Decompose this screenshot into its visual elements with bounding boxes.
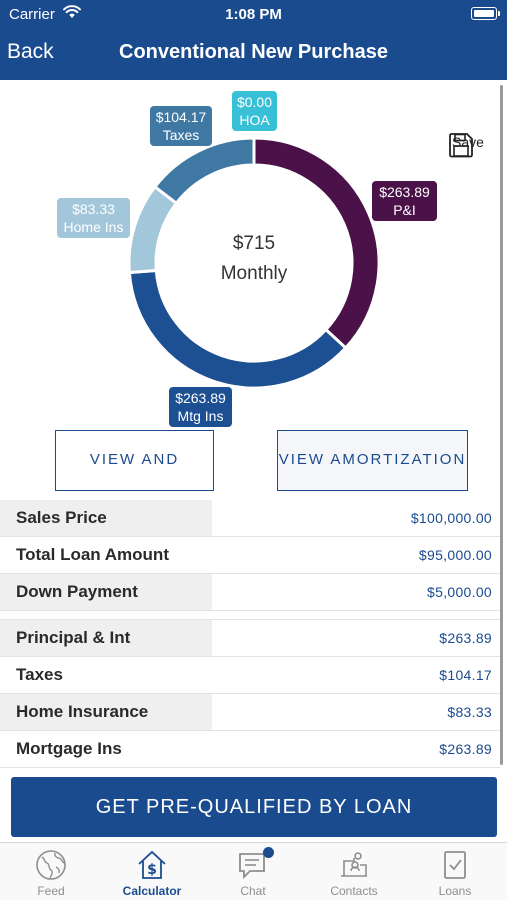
row-value: $263.89 bbox=[439, 741, 492, 757]
floppy-disk-icon bbox=[449, 133, 473, 158]
table-row: Principal & Int $263.89 bbox=[0, 620, 500, 657]
tab-label: Chat bbox=[240, 884, 266, 898]
donut-segment-taxes bbox=[152, 136, 256, 206]
row-label: Mortgage Ins bbox=[0, 731, 212, 767]
table-row: Home Insurance $83.33 bbox=[0, 694, 500, 731]
back-button[interactable]: Back bbox=[7, 40, 54, 63]
tab-calculator[interactable]: $ Calculator bbox=[112, 847, 192, 898]
dollar-house-icon: $ bbox=[138, 850, 166, 879]
row-value: $263.89 bbox=[439, 630, 492, 646]
tab-label: Calculator bbox=[122, 884, 182, 898]
taxes-chart-name: Taxes bbox=[162, 127, 200, 143]
pi-chart-amount: $263.89 bbox=[379, 184, 430, 200]
mtg-ins-chart-name: Mtg Ins bbox=[177, 408, 224, 424]
tab-label: Feed bbox=[37, 884, 65, 898]
hoa-chart-amount: $0.00 bbox=[236, 94, 273, 110]
table-row: Total Loan Amount $95,000.00 bbox=[0, 537, 500, 574]
row-label: Sales Price bbox=[0, 500, 212, 536]
home-ins-chart-amount: $83.33 bbox=[72, 201, 115, 217]
row-value: $95,000.00 bbox=[418, 547, 492, 563]
save-button[interactable]: Save bbox=[448, 132, 488, 158]
contacts-icon bbox=[341, 852, 367, 877]
taxes-chart-amount: $104.17 bbox=[155, 109, 207, 125]
svg-text:$: $ bbox=[147, 862, 157, 878]
payment-donut-chart: $715 Monthly $104.17 Taxes $0.00 HOA $26… bbox=[0, 80, 507, 427]
row-value: $104.17 bbox=[439, 667, 492, 683]
row-label: Total Loan Amount bbox=[0, 537, 212, 573]
tab-feed[interactable]: Feed bbox=[11, 847, 91, 898]
section-divider bbox=[0, 611, 500, 620]
row-label: Principal & Int bbox=[0, 620, 212, 656]
tab-bar: Feed $ Calculator Chat bbox=[0, 842, 507, 900]
donut-svg bbox=[127, 136, 381, 390]
battery-icon bbox=[471, 7, 500, 20]
table-row: Mortgage Ins $263.89 bbox=[0, 731, 500, 768]
wifi-icon bbox=[63, 5, 81, 24]
pi-chart-name: P&I bbox=[393, 202, 416, 218]
scrollbar[interactable] bbox=[500, 85, 503, 765]
hoa-chart-name: HOA bbox=[239, 112, 270, 128]
monthly-total: $715 bbox=[232, 233, 276, 254]
notification-badge bbox=[263, 847, 274, 858]
clock: 1:08 PM bbox=[225, 6, 282, 23]
tab-label: Loans bbox=[438, 884, 472, 898]
donut-segment-mtg bbox=[127, 268, 348, 390]
hoa-chart-label: $0.00 HOA bbox=[232, 91, 277, 131]
chat-icon bbox=[239, 853, 265, 880]
tab-loans[interactable]: Loans bbox=[415, 847, 495, 898]
table-row: Sales Price $100,000.00 bbox=[0, 500, 500, 537]
pi-chart-label: $263.89 P&I bbox=[372, 181, 437, 221]
mtg-ins-chart-label: $263.89 Mtg Ins bbox=[169, 387, 232, 427]
row-label: Home Insurance bbox=[0, 694, 212, 730]
loans-icon bbox=[444, 851, 466, 879]
tab-chat[interactable]: Chat bbox=[213, 847, 293, 898]
globe-icon bbox=[36, 850, 66, 880]
table-row: Taxes $104.17 bbox=[0, 657, 500, 694]
view-amortization-button[interactable]: VIEW AMORTIZATION bbox=[277, 430, 468, 491]
row-label: Down Payment bbox=[0, 574, 212, 610]
tab-label: Contacts bbox=[330, 884, 378, 898]
carrier-label: Carrier bbox=[9, 6, 55, 23]
row-value: $5,000.00 bbox=[427, 584, 492, 600]
taxes-chart-label: $104.17 Taxes bbox=[150, 106, 212, 146]
row-value: $83.33 bbox=[447, 704, 492, 720]
table-row: Down Payment $5,000.00 bbox=[0, 574, 500, 611]
view-and-share-button[interactable]: VIEW AND SHARE bbox=[55, 430, 214, 526]
monthly-label: Monthly bbox=[220, 263, 288, 284]
page-title: Conventional New Purchase bbox=[119, 41, 388, 63]
home-ins-chart-name: Home Ins bbox=[63, 219, 124, 235]
home-ins-chart-label: $83.33 Home Ins bbox=[57, 198, 130, 238]
get-pre-qualified-button[interactable]: GET PRE-QUALIFIED BY LOAN bbox=[11, 777, 497, 837]
row-value: $100,000.00 bbox=[410, 510, 492, 526]
loan-summary-table: Sales Price $100,000.00 Total Loan Amoun… bbox=[0, 500, 500, 768]
tab-contacts[interactable]: Contacts bbox=[314, 847, 394, 898]
mtg-ins-chart-amount: $263.89 bbox=[175, 390, 226, 406]
row-label: Taxes bbox=[0, 657, 212, 693]
status-bar: Carrier 1:08 PM bbox=[0, 0, 507, 28]
nav-bar: Carrier 1:08 PM Back Conventional New Pu… bbox=[0, 0, 507, 80]
